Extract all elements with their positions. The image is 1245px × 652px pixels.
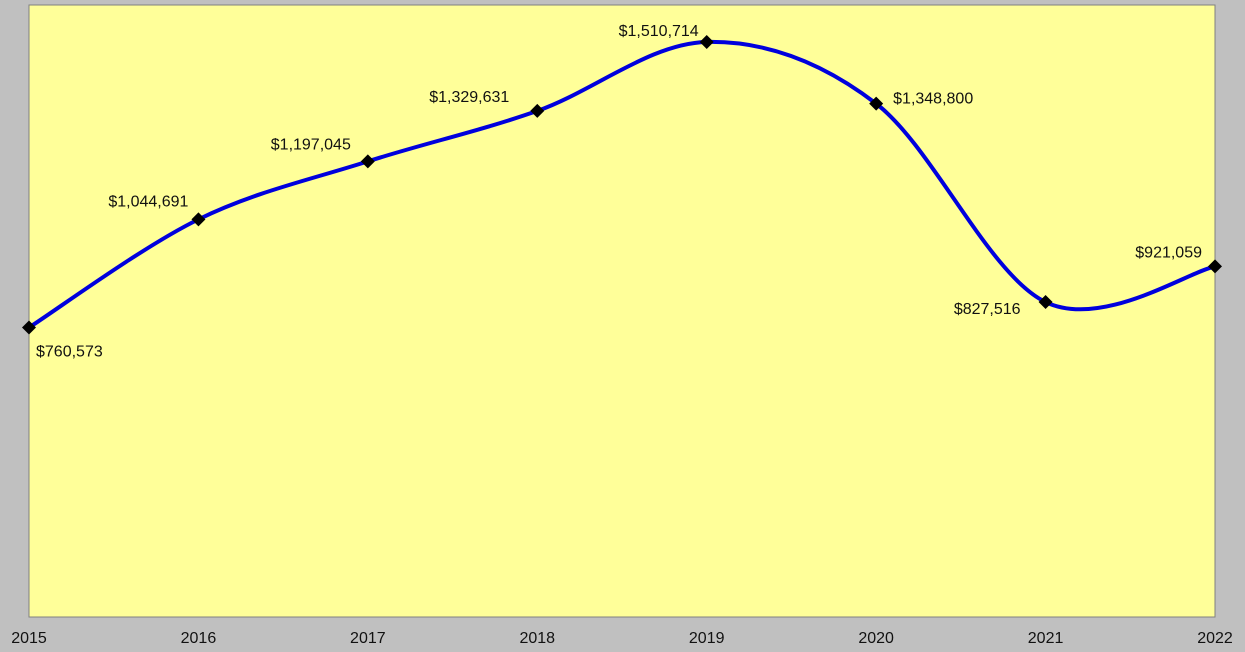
data-point-marker [22,320,36,335]
data-point-marker [699,34,714,49]
x-axis: 2015 2016 2017 2018 2019 2020 2021 2022 [11,630,1233,647]
x-tick-label: 2022 [1197,630,1233,647]
data-label: $921,059 [1135,244,1202,261]
data-label: $760,573 [36,344,103,361]
plot-area [28,4,1216,618]
data-label: $1,197,045 [271,136,351,153]
x-tick-label: 2018 [519,630,555,647]
data-label: $827,516 [954,301,1021,318]
series-line [27,39,1217,330]
x-tick-label: 2021 [1028,630,1064,647]
data-label: $1,348,800 [893,91,973,108]
data-label: $1,329,631 [429,89,509,106]
x-tick-label: 2015 [11,630,47,647]
data-labels: $760,573 $1,044,691 $1,197,045 $1,329,631 $1… [36,23,1202,361]
data-point-marker [869,96,884,111]
data-point-marker [1208,259,1222,274]
x-tick-label: 2016 [181,630,217,647]
data-label: $1,510,714 [619,23,699,40]
data-point-marker [1038,295,1053,310]
x-tick-label: 2019 [689,630,725,647]
data-point-marker [360,154,375,169]
data-point-marker [191,212,206,227]
x-tick-label: 2020 [858,630,894,647]
x-tick-label: 2017 [350,630,386,647]
series-group [22,34,1222,335]
data-point-marker [530,103,545,118]
data-label: $1,044,691 [108,193,188,210]
